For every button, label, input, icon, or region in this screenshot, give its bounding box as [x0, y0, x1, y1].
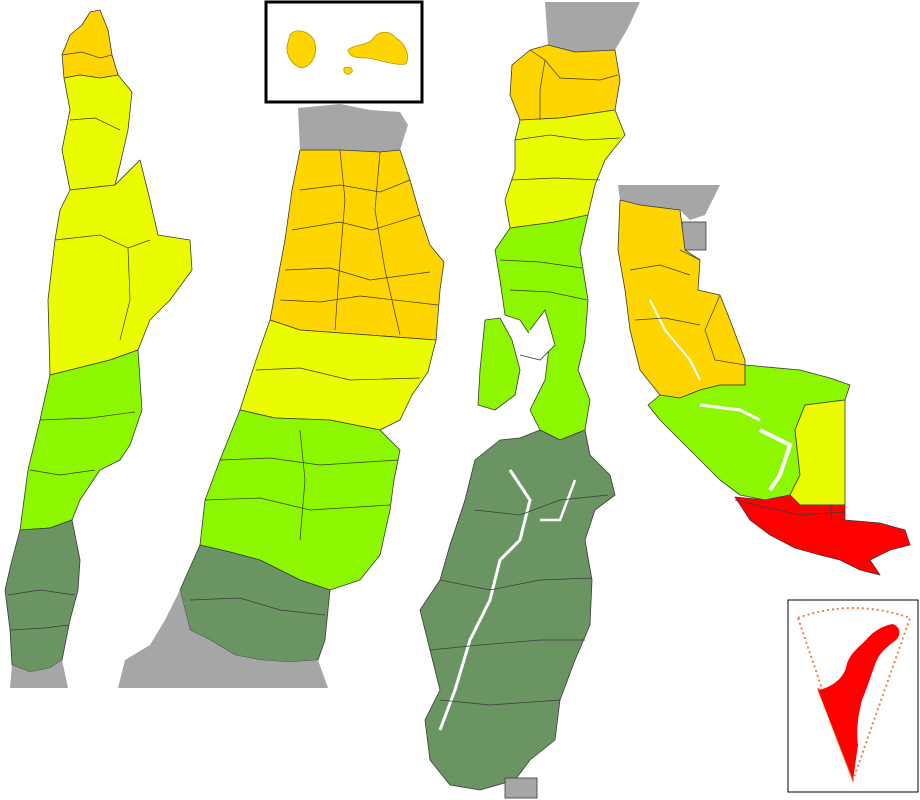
region-north-5[interactable]	[4, 519, 81, 673]
map-panel-magallanes	[617, 185, 911, 576]
region-north-1[interactable]	[61, 9, 119, 79]
inset-islands	[264, 0, 424, 104]
region-central-1[interactable]	[269, 149, 445, 341]
antarctic-sector-outline	[796, 607, 912, 784]
neighbor-area-central-top	[298, 104, 408, 152]
region-central-2[interactable]	[239, 319, 437, 431]
region-mag-1[interactable]	[617, 199, 746, 399]
region-north-3[interactable]	[47, 159, 193, 376]
neighbor-area-south-top	[545, 2, 640, 52]
map-panel-north	[4, 9, 193, 688]
map-panel-central	[118, 104, 445, 688]
neighbor-area-mag-box	[681, 221, 707, 251]
region-south-2[interactable]	[504, 109, 626, 229]
region-south-1[interactable]	[509, 44, 621, 121]
region-north-2[interactable]	[61, 74, 133, 191]
island-3[interactable]	[343, 66, 353, 75]
neighbor-area-central-bottom	[118, 590, 328, 688]
neighbor-area-mag-top	[618, 185, 720, 220]
region-south-4[interactable]	[477, 317, 521, 411]
map-panel-south	[419, 2, 640, 799]
region-south-5[interactable]	[419, 429, 616, 791]
region-mag-4[interactable]	[734, 494, 911, 576]
region-central-3[interactable]	[199, 409, 401, 591]
island-1[interactable]	[286, 30, 316, 69]
region-north-4[interactable]	[19, 349, 143, 531]
neighbor-area-south-bottom	[504, 777, 538, 799]
antarctic-territory[interactable]	[818, 624, 900, 780]
inset-antarctic	[787, 599, 919, 793]
neighbor-area-north	[10, 660, 68, 688]
island-2[interactable]	[347, 31, 408, 65]
